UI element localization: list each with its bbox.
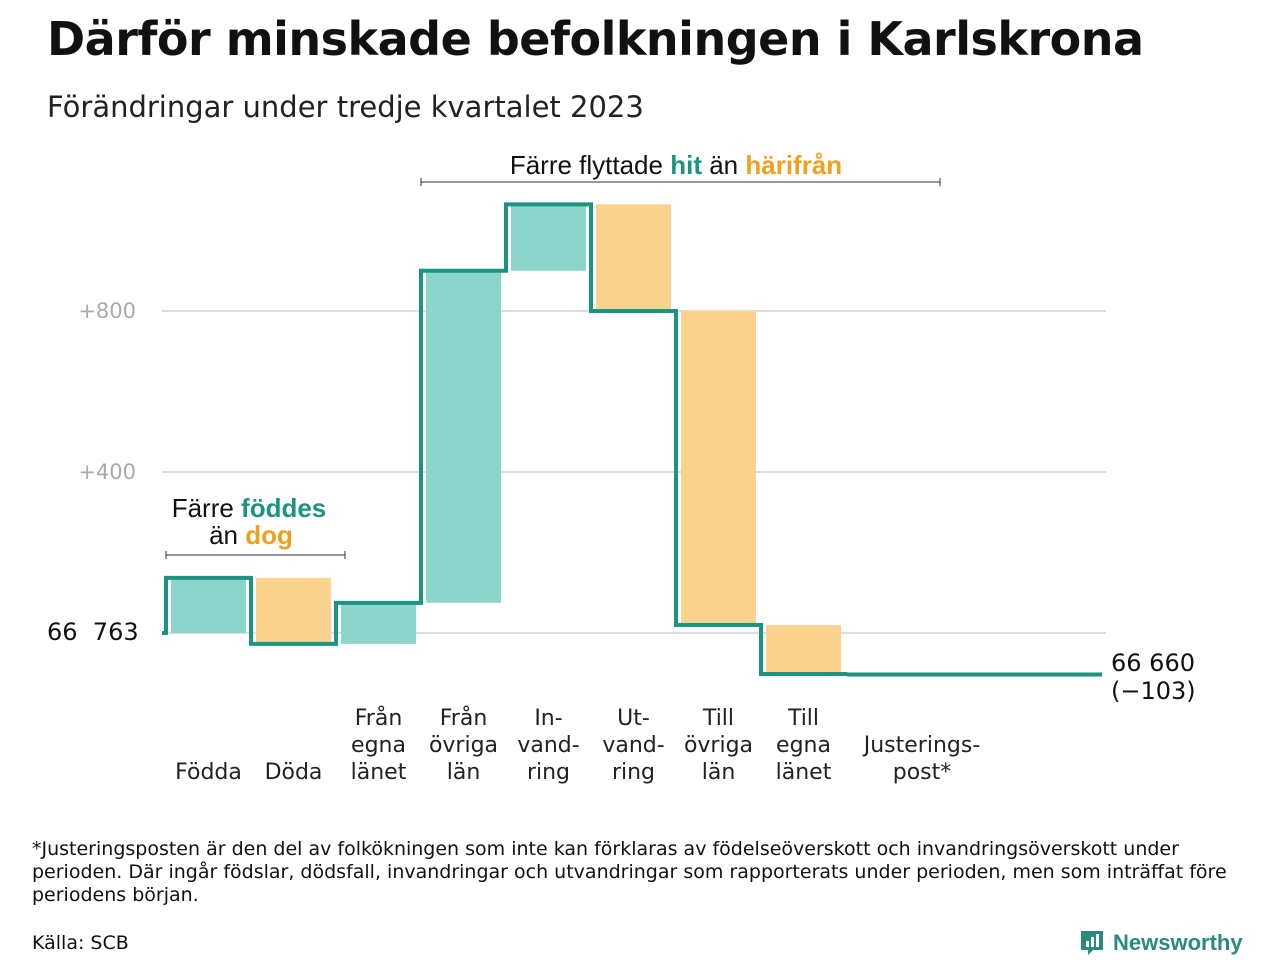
births-ann-text-1: Färre [172, 493, 241, 523]
svg-text:Färre flyttade hit än härifrån: Färre flyttade hit än härifrån [510, 150, 842, 180]
svg-text:Färre föddes: Färre föddes [172, 493, 327, 523]
category-label: Döda [265, 760, 323, 785]
svg-text:än dog: än dog [209, 520, 293, 550]
brand-name: Newsworthy [1113, 930, 1243, 955]
category-label: övriga [684, 733, 753, 758]
migration-ann-text-2: än [702, 150, 745, 180]
y-tick-label: +400 [78, 460, 136, 484]
category-label: Till [702, 706, 734, 731]
migration-annotation: Färre flyttade hit än härifrån [420, 150, 941, 186]
category-label: övriga [429, 733, 498, 758]
migration-ann-harifran: härifrån [745, 150, 842, 180]
end-change-label: (−103) [1111, 677, 1196, 705]
bar-out [596, 204, 671, 311]
y-tick-label: +800 [78, 299, 136, 323]
chart-subtitle: Förändringar under tredje kvartalet 2023 [47, 90, 644, 124]
category-label: län [702, 760, 736, 785]
waterfall-chart: +800+400 Födda DödaFrånegnalänetFrånövrig… [47, 150, 1196, 785]
bar-out [766, 624, 841, 675]
category-label: vand- [602, 733, 664, 758]
category-label: post* [893, 760, 952, 785]
bar-in [426, 270, 501, 603]
migration-ann-hit: hit [670, 150, 702, 180]
bar-in [171, 577, 246, 633]
category-label: län [447, 760, 481, 785]
source-label: Källa: SCB [32, 932, 129, 954]
bar-in [511, 204, 586, 271]
category-label: länet [776, 760, 832, 785]
category-label: Justerings- [862, 733, 981, 758]
end-value-label: 66 660 [1111, 649, 1195, 677]
bar-out [256, 577, 331, 644]
category-label: Från [355, 705, 403, 731]
births-ann-highlight: föddes [241, 493, 326, 523]
bar-out [681, 311, 756, 625]
newsworthy-logo-icon [1081, 931, 1103, 955]
footnote: *Justeringsposten är den del av folkökni… [32, 838, 1227, 906]
category-label: ring [527, 760, 570, 785]
category-label: Till [787, 706, 819, 731]
births-annotation: Färre föddes än dog [165, 493, 346, 559]
category-label: Ut- [617, 706, 650, 731]
category-label: egna [351, 733, 406, 758]
bars [171, 204, 841, 675]
cumulative-step-line [162, 202, 1102, 677]
category-label: vand- [517, 733, 579, 758]
category-label: Från [440, 705, 488, 731]
baseline-label: 66 763 [47, 618, 139, 646]
category-label: Födda [175, 760, 242, 785]
y-tick-labels: +800 +400 [78, 299, 136, 484]
deaths-ann-highlight: dog [245, 520, 293, 550]
births-ann-text-2: än [209, 520, 245, 550]
category-label: egna [776, 733, 831, 758]
category-label: länet [351, 760, 407, 785]
category-label: ring [612, 760, 655, 785]
migration-ann-text-1: Färre flyttade [510, 150, 670, 180]
bar-in [341, 602, 416, 644]
category-labels: Födda DödaFrånegnalänetFrånövrigalänIn-va… [175, 705, 980, 785]
brand: Newsworthy [1079, 928, 1243, 958]
category-label: In- [534, 706, 562, 731]
chart-title: Därför minskade befolkningen i Karlskron… [47, 12, 1144, 66]
